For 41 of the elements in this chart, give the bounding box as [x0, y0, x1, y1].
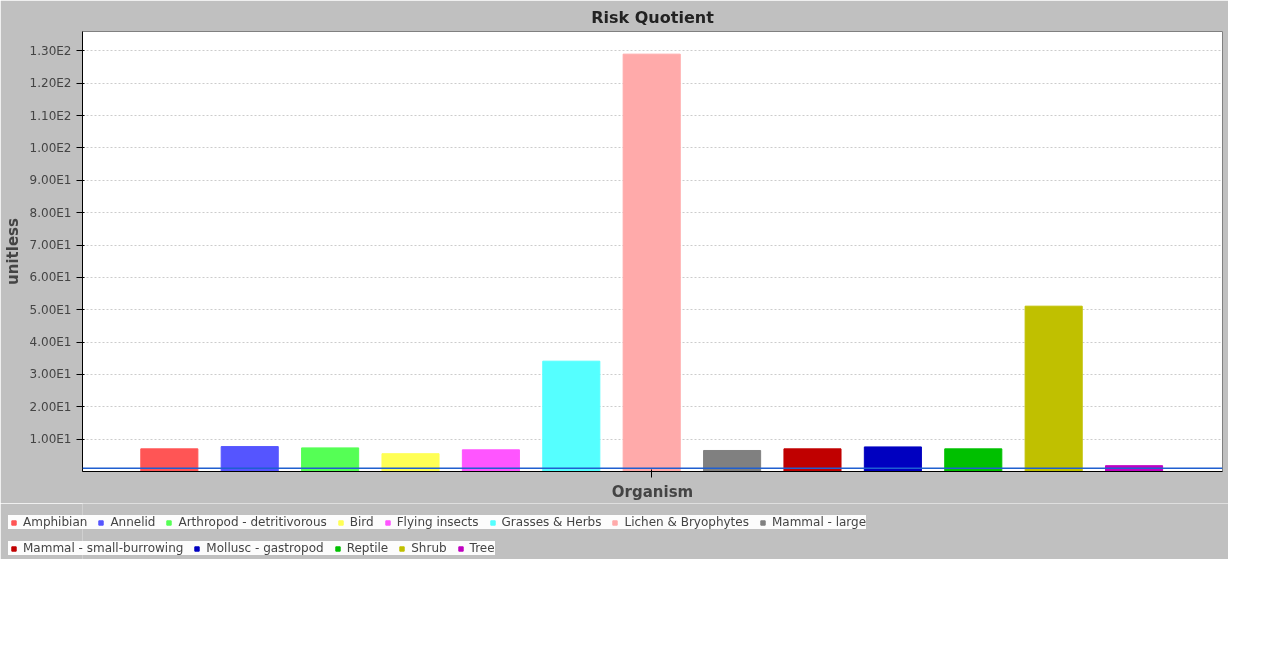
chart-title: Risk Quotient — [591, 7, 715, 27]
bar — [381, 453, 440, 472]
x-axis-title: Organism — [611, 482, 694, 501]
bar — [1024, 305, 1083, 472]
bar — [542, 360, 601, 472]
y-tick-label: 1.10E2 — [29, 108, 72, 123]
y-tick-label: 7.00E1 — [29, 238, 72, 253]
y-axis-title: unitless — [3, 218, 22, 285]
bar — [863, 446, 922, 472]
legend-label: Mollusc - gastropod — [206, 541, 324, 555]
y-tick-label: 9.00E1 — [29, 173, 72, 188]
bar — [622, 53, 681, 472]
legend-label: Mammal - large — [771, 515, 867, 529]
bar — [220, 446, 279, 472]
legend-label: Tree — [469, 541, 495, 555]
y-tick-label: 6.00E1 — [29, 270, 72, 285]
y-tick-label: 4.00E1 — [29, 335, 72, 350]
y-tick-label: 5.00E1 — [29, 302, 72, 317]
legend-label: Grasses & Herbs — [501, 515, 602, 529]
bar — [140, 448, 199, 472]
legend-label: Reptile — [346, 541, 389, 555]
legend-label: Bird — [349, 515, 374, 529]
y-tick-label: 1.00E2 — [29, 140, 72, 155]
legend-label: Lichen & Bryophytes — [624, 515, 749, 529]
y-tick-label: 1.30E2 — [29, 43, 72, 58]
legend-label: Amphibian — [23, 515, 88, 529]
legend-label: Mammal - small-burrowing — [23, 541, 184, 555]
bar — [944, 448, 1003, 472]
legend-label: Annelid — [110, 515, 156, 529]
y-tick-label: 8.00E1 — [29, 205, 72, 220]
legend-label: Arthropod - detritivorous — [178, 515, 327, 529]
bar — [301, 447, 360, 472]
bar — [703, 449, 762, 472]
y-tick-label: 3.00E1 — [29, 367, 72, 382]
bar — [461, 449, 520, 472]
legend-label: Flying insects — [396, 515, 479, 529]
y-tick-label: 1.00E1 — [29, 432, 72, 447]
legend-label: Shrub — [411, 541, 447, 555]
bar — [783, 448, 842, 472]
y-tick-label: 1.20E2 — [29, 76, 72, 91]
y-tick-label: 2.00E1 — [29, 399, 72, 414]
